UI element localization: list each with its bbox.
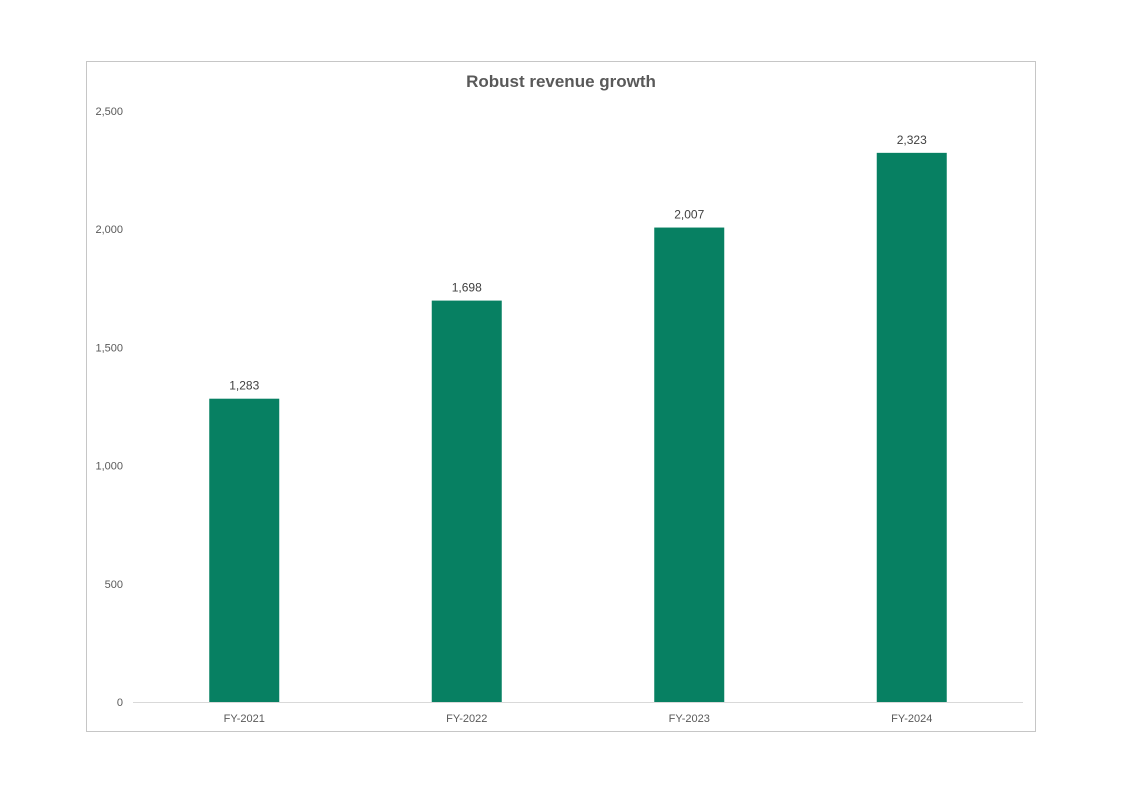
data-label: 1,698 [452,281,482,295]
x-tick-label: FY-2021 [224,713,265,725]
y-tick-label: 0 [117,697,123,709]
data-label: 2,007 [674,208,704,222]
data-label: 1,283 [229,379,259,393]
x-tick-label: FY-2022 [446,713,487,725]
bar [876,152,947,703]
y-tick-label: 2,000 [95,224,123,236]
bar [431,300,502,702]
bar [209,398,280,702]
bar [654,227,725,702]
chart-frame: Robust revenue growth 0 500 1,000 1,500 2,00… [86,61,1036,732]
y-tick-label: 2,500 [95,106,123,118]
x-tick-label: FY-2023 [669,713,710,725]
data-label: 2,323 [897,133,927,147]
y-tick-label: 500 [105,579,123,591]
bar-chart: 0 500 1,000 1,500 2,000 2,500 1,283 FY-2021 1,69… [95,106,1023,725]
y-tick-label: 1,500 [95,342,123,354]
y-tick-label: 1,000 [95,461,123,473]
chart-title: Robust revenue growth [466,72,656,91]
x-tick-label: FY-2024 [891,713,932,725]
